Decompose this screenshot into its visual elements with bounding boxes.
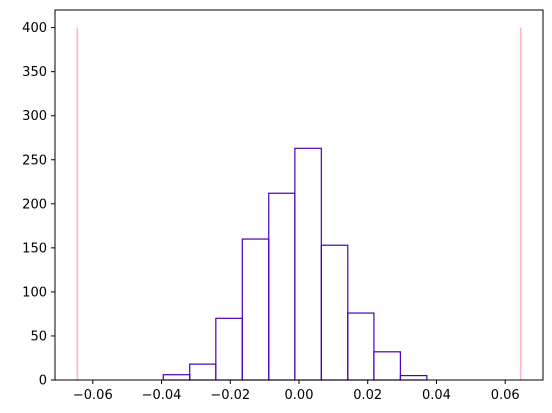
- histogram-bar: [373, 351, 401, 381]
- y-tick-label: 100: [22, 285, 47, 300]
- y-tick-label: 200: [22, 197, 47, 212]
- histogram-bar: [320, 244, 349, 381]
- reference-lines-layer: [76, 27, 522, 380]
- y-tick-label: 250: [22, 153, 47, 168]
- x-tick-label: 0.04: [422, 388, 451, 403]
- histogram-bar: [189, 363, 217, 381]
- y-tick-label: 300: [22, 109, 47, 124]
- histogram-bar: [241, 238, 270, 381]
- histogram-bar: [162, 374, 191, 381]
- histogram-bar: [399, 374, 428, 381]
- x-tick-label: −0.06: [73, 388, 113, 403]
- histogram-bar: [268, 192, 296, 381]
- y-tick-label: 150: [22, 241, 47, 256]
- histogram-bar: [294, 147, 322, 381]
- histogram-bar: [215, 317, 243, 381]
- x-tick-label: 0.02: [353, 388, 382, 403]
- y-tick-label: 350: [22, 65, 47, 80]
- x-tick-label: 0.06: [491, 388, 520, 403]
- x-tick-label: 0.00: [285, 388, 314, 403]
- y-tick-label: 400: [22, 21, 47, 36]
- y-tick-label: 0: [39, 374, 47, 389]
- bars-layer: [162, 147, 428, 381]
- axes-layer: −0.06 −0.04 −0.02 0.00 0.02 0.04 0.06 0 50 100 150…: [22, 9, 544, 403]
- plot-frame: [54, 9, 544, 381]
- x-tick-label: −0.02: [210, 388, 250, 403]
- histogram-bar: [347, 312, 375, 381]
- y-tick-label: 50: [30, 329, 47, 344]
- x-tick-label: −0.04: [142, 388, 182, 403]
